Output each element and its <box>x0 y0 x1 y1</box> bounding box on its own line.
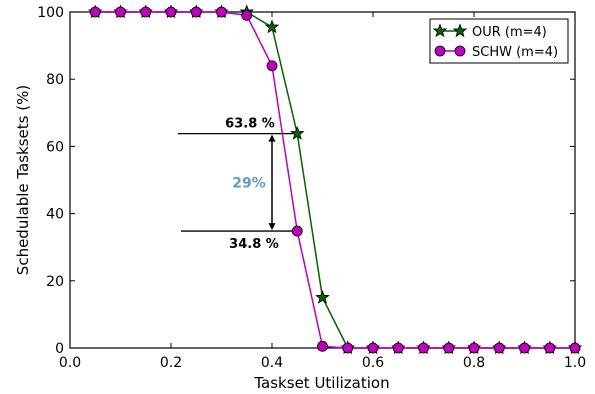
data-point <box>290 126 305 140</box>
data-point <box>140 6 152 18</box>
x-axis-label: Taskset Utilization <box>253 374 389 392</box>
x-axis-ticks: 0.0 0.2 0.4 0.6 0.8 1.0 <box>59 12 586 371</box>
x-tick-label: 0.0 <box>59 355 81 371</box>
y-tick-label: 100 <box>37 5 64 21</box>
legend-box <box>429 18 569 64</box>
x-tick-label: 0.6 <box>362 355 384 371</box>
series-schw <box>89 6 581 354</box>
data-point <box>367 342 379 354</box>
series-layer <box>88 4 583 355</box>
data-point <box>165 6 177 18</box>
x-tick-label: 1.0 <box>564 355 586 371</box>
x-tick-label: 0.8 <box>463 355 485 371</box>
data-point <box>216 6 227 18</box>
legend-marker <box>452 23 468 38</box>
data-point <box>190 6 202 18</box>
gap-value-label: 29% <box>232 175 266 191</box>
data-point <box>264 19 280 34</box>
gap-arrow-head-up <box>268 134 276 142</box>
gap-annotation: 63.8 % 34.8 % 29% <box>178 117 298 252</box>
y-axis-ticks: 0 20 40 60 80 100 <box>37 5 575 357</box>
gap-arrow-head-down <box>268 223 276 231</box>
legend-marker <box>454 45 466 57</box>
y-tick-label: 20 <box>46 274 64 290</box>
y-tick-label: 60 <box>46 139 64 155</box>
data-point <box>266 60 278 72</box>
y-tick-label: 80 <box>46 72 64 88</box>
data-point <box>519 342 530 354</box>
data-point <box>241 9 253 21</box>
lower-value-label: 34.8 % <box>229 237 279 252</box>
data-point <box>342 342 354 354</box>
y-tick-label: 40 <box>46 207 64 223</box>
data-point <box>493 342 505 354</box>
legend-label: SCHW (m=4) <box>472 45 558 60</box>
legend: OUR (m=4) SCHW (m=4) <box>429 18 569 64</box>
y-axis-label: Schedulable Tasksets (%) <box>14 85 32 275</box>
legend-marker <box>432 23 448 38</box>
data-point <box>443 342 455 354</box>
data-point <box>315 289 330 304</box>
data-point <box>544 342 556 354</box>
x-tick-label: 0.2 <box>160 355 182 371</box>
legend-marker <box>434 45 446 57</box>
data-point <box>89 6 101 18</box>
y-tick-label: 0 <box>55 341 64 357</box>
data-point <box>468 342 480 354</box>
upper-value-label: 63.8 % <box>225 117 275 132</box>
x-tick-label: 0.4 <box>261 355 283 371</box>
data-point <box>418 342 429 354</box>
data-point <box>291 225 303 237</box>
legend-label: OUR (m=4) <box>472 25 547 40</box>
data-point <box>569 342 581 354</box>
data-point <box>115 6 126 18</box>
data-point <box>392 342 404 354</box>
data-point <box>317 340 328 352</box>
